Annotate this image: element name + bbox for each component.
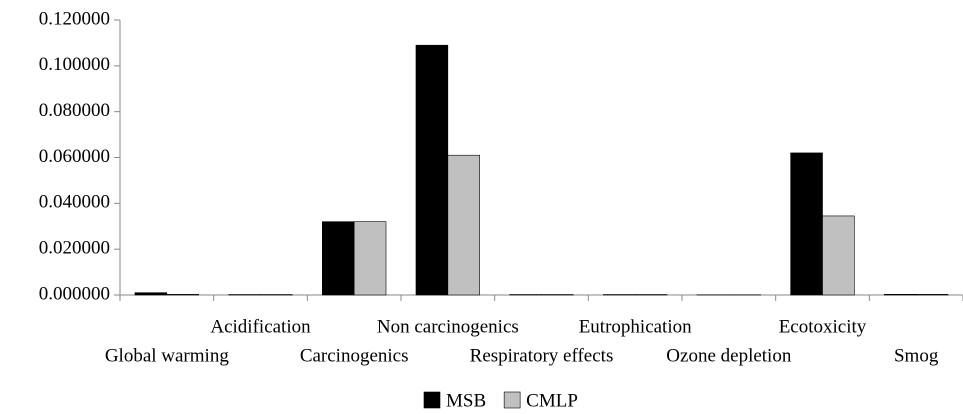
- bar: [353, 221, 387, 296]
- legend-label: CMLP: [526, 390, 578, 411]
- bar: [134, 292, 168, 296]
- x-tick-label: Ozone depletion: [666, 345, 792, 366]
- bar: [415, 44, 449, 296]
- bar: [447, 154, 480, 296]
- y-tick-label: 0.040000: [39, 192, 110, 213]
- x-tick-label: Respiratory effects: [470, 345, 614, 366]
- bar: [322, 221, 355, 296]
- bar: [166, 294, 199, 296]
- y-tick-label: 0.020000: [39, 238, 110, 259]
- bar: [822, 215, 855, 296]
- legend-swatch: [503, 391, 521, 409]
- bar: [884, 294, 917, 296]
- x-tick-label: Non carcinogenics: [377, 316, 519, 337]
- x-tick-label: Global warming: [105, 345, 230, 366]
- y-tick-label: 0.080000: [39, 100, 110, 121]
- bar: [790, 152, 823, 296]
- y-tick-label: 0.100000: [39, 54, 110, 75]
- x-tick-label: Acidification: [210, 316, 311, 337]
- x-tick-label: Smog: [894, 345, 939, 366]
- legend-swatch: [423, 391, 441, 409]
- x-tick-label: Ecotoxicity: [779, 316, 867, 337]
- y-tick-label: 0.120000: [39, 8, 110, 29]
- y-tick-label: 0.060000: [39, 146, 110, 167]
- bar: [915, 294, 949, 296]
- x-tick-label: Eutrophication: [579, 316, 692, 337]
- x-tick-label: Carcinogenics: [300, 345, 409, 366]
- y-tick-label: 0.000000: [39, 283, 110, 304]
- legend-label: MSB: [446, 390, 486, 411]
